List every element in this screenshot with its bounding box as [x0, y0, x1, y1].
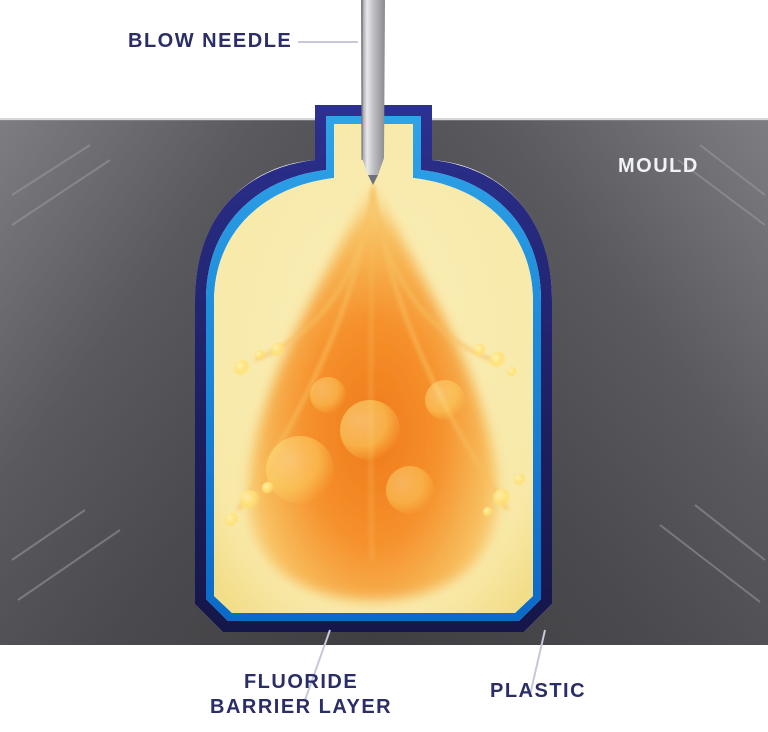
bubble — [386, 466, 434, 514]
blow-needle — [361, 0, 385, 185]
bubble — [483, 507, 493, 517]
bubble — [490, 352, 506, 368]
bubble — [310, 377, 346, 413]
label-blow-needle: BLOW NEEDLE — [128, 30, 292, 53]
diagram-root: BLOW NEEDLE MOULD FLUORIDEBARRIER LAYER … — [0, 0, 768, 727]
bubble — [514, 474, 526, 486]
label-mould: MOULD — [618, 155, 699, 178]
bubble — [474, 344, 486, 356]
diagram-svg — [0, 0, 768, 727]
label-plastic: PLASTIC — [490, 680, 586, 703]
bubble — [340, 400, 400, 460]
bubble — [240, 490, 260, 510]
bubble — [234, 360, 250, 376]
bubble — [507, 367, 517, 377]
label-fluoride-barrier: FLUORIDEBARRIER LAYER — [210, 670, 392, 720]
bubble — [493, 489, 511, 507]
bubble — [266, 436, 334, 504]
bubble — [225, 513, 239, 527]
bubble — [255, 350, 265, 360]
bubble — [262, 482, 274, 494]
bubble — [425, 380, 465, 420]
bubble — [271, 343, 285, 357]
